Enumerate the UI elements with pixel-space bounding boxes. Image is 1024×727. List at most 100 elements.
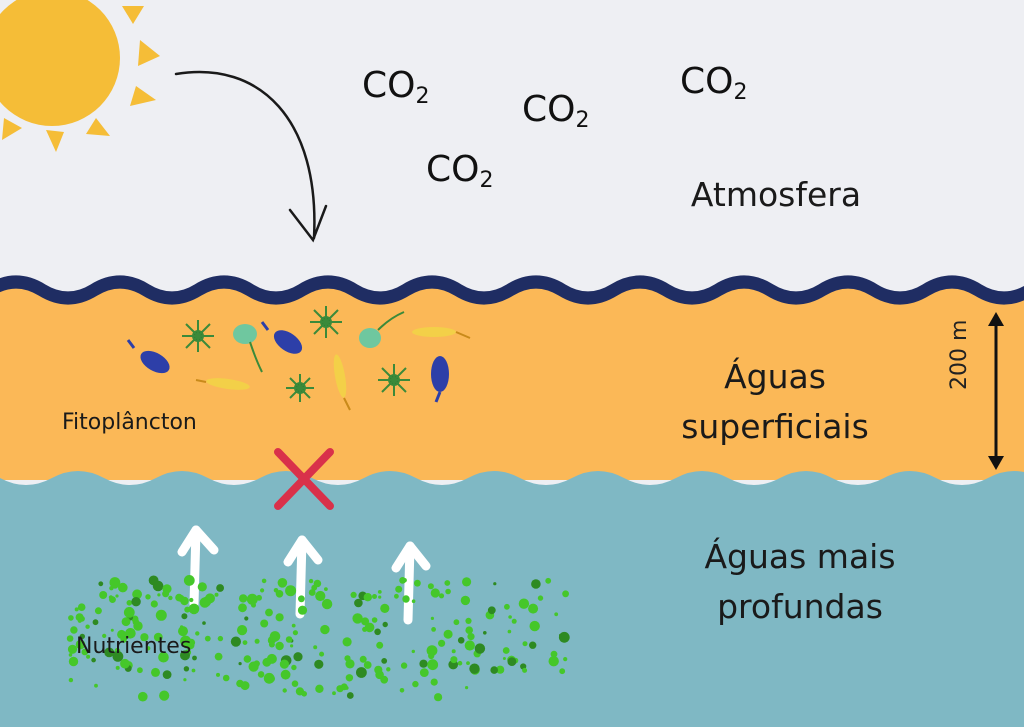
nutrient-dot <box>457 637 465 644</box>
nutrient-dot <box>151 667 160 677</box>
nutrient-dot <box>275 613 284 622</box>
nutrient-dot <box>528 603 539 614</box>
nutrient-dot <box>431 627 436 632</box>
nutrient-dot <box>68 647 73 652</box>
nutrient-dot <box>191 668 196 673</box>
nutrient-dot <box>85 624 90 629</box>
nutrient-dot <box>502 647 510 654</box>
nutrient-dot <box>131 597 141 607</box>
nutrient-dot <box>314 659 324 669</box>
nutrient-dot <box>98 581 104 587</box>
nutrient-dot <box>112 651 124 662</box>
surface-waters-label: Águas superficiais <box>650 352 900 451</box>
nutrient-dot <box>70 626 78 634</box>
nutrient-dot <box>400 662 408 669</box>
nutrient-dot <box>68 677 74 683</box>
nutrient-dot <box>399 688 405 693</box>
green-plankton-icon <box>182 320 214 352</box>
nutrients-label: Nutrientes <box>76 634 192 659</box>
nutrient-dot <box>550 650 558 658</box>
nutrient-dot <box>411 599 416 603</box>
atmosphere-label: Atmosfera <box>690 175 862 214</box>
nutrient-dot <box>291 623 296 628</box>
nutrient-dot <box>202 621 206 625</box>
nutrient-dot <box>562 590 569 598</box>
nutrient-dot <box>137 667 143 674</box>
blue-plankton-icon <box>431 356 449 403</box>
nutrient-dot <box>372 594 377 599</box>
nutrient-dot <box>380 675 389 684</box>
nutrient-dot <box>427 583 434 590</box>
sun-icon <box>0 0 160 152</box>
nutrient-dot <box>359 655 367 663</box>
nutrient-dot <box>263 672 275 684</box>
nutrient-dot <box>109 577 121 588</box>
co2-label: CO2 <box>426 149 494 193</box>
nutrient-dot <box>108 595 113 600</box>
nutrient-dot <box>118 582 128 593</box>
nutrient-dot <box>162 670 172 679</box>
nutrient-dot <box>253 660 260 667</box>
nutrient-dot <box>216 584 225 592</box>
nutrient-dot <box>79 633 86 640</box>
deep-waters-label: Águas mais profundas <box>660 532 940 631</box>
upward-arrow-icon <box>391 541 431 625</box>
nutrient-dot <box>230 636 241 647</box>
nutrient-dot <box>502 657 506 660</box>
nutrient-dot <box>68 653 73 657</box>
nutrient-dot <box>430 588 440 598</box>
blue-plankton-icon <box>260 321 303 354</box>
nutrient-dot <box>474 643 486 654</box>
nutrient-dot <box>244 616 249 621</box>
nutrient-dot <box>428 652 435 660</box>
nutrient-dot <box>529 620 540 632</box>
nutrient-dot <box>402 595 410 603</box>
nutrient-dot <box>430 678 438 686</box>
nutrient-dot <box>522 667 528 673</box>
nutrient-dot <box>563 657 568 662</box>
nutrient-dot <box>350 591 357 599</box>
nutrient-dot <box>115 594 119 598</box>
nutrient-dot <box>117 629 127 639</box>
nutrient-dot <box>559 633 563 638</box>
nutrient-dot <box>277 578 288 588</box>
nutrient-dot <box>214 592 219 597</box>
nutrient-dot <box>204 635 211 642</box>
nutrient-dot <box>483 631 487 635</box>
nutrient-dot <box>363 593 372 602</box>
nutrient-dot <box>511 618 517 624</box>
nutrient-dot <box>426 645 438 656</box>
nutrient-dot <box>522 641 528 647</box>
nutrient-dot <box>184 606 191 613</box>
nutrient-dot <box>91 657 96 663</box>
depth-label: 200 m <box>947 319 972 390</box>
nutrient-dot <box>354 598 363 608</box>
nutrient-dot <box>545 577 552 584</box>
nutrient-dot <box>257 671 265 678</box>
nutrient-dot <box>380 603 390 614</box>
nutrient-dot <box>460 595 471 606</box>
nutrient-dot <box>313 579 322 588</box>
nutrient-dot <box>94 683 98 688</box>
nutrient-dot <box>315 684 324 693</box>
nutrient-dot <box>419 659 428 668</box>
nutrient-dot <box>75 639 86 650</box>
nutrient-dot <box>467 633 475 641</box>
nutrient-dot <box>260 588 265 593</box>
nutrient-dot <box>145 594 151 600</box>
nutrient-dot <box>148 575 159 586</box>
nutrient-dot <box>320 624 330 635</box>
nutrient-dot <box>120 658 130 669</box>
nutrient-dot <box>254 638 260 644</box>
yellow-plankton-icon <box>195 378 250 390</box>
nutrient-dot <box>394 593 399 599</box>
nutrient-dot <box>68 656 79 667</box>
nutrient-dot <box>465 686 469 690</box>
nutrient-dot <box>239 594 248 603</box>
atmosphere-background <box>0 0 1024 300</box>
nutrient-dot <box>246 593 258 605</box>
sunlight-arrow <box>174 70 328 243</box>
nutrient-dot <box>412 680 419 688</box>
nutrient-dot <box>462 577 472 587</box>
phytoplankton-label: Fitoplâncton <box>62 410 197 435</box>
